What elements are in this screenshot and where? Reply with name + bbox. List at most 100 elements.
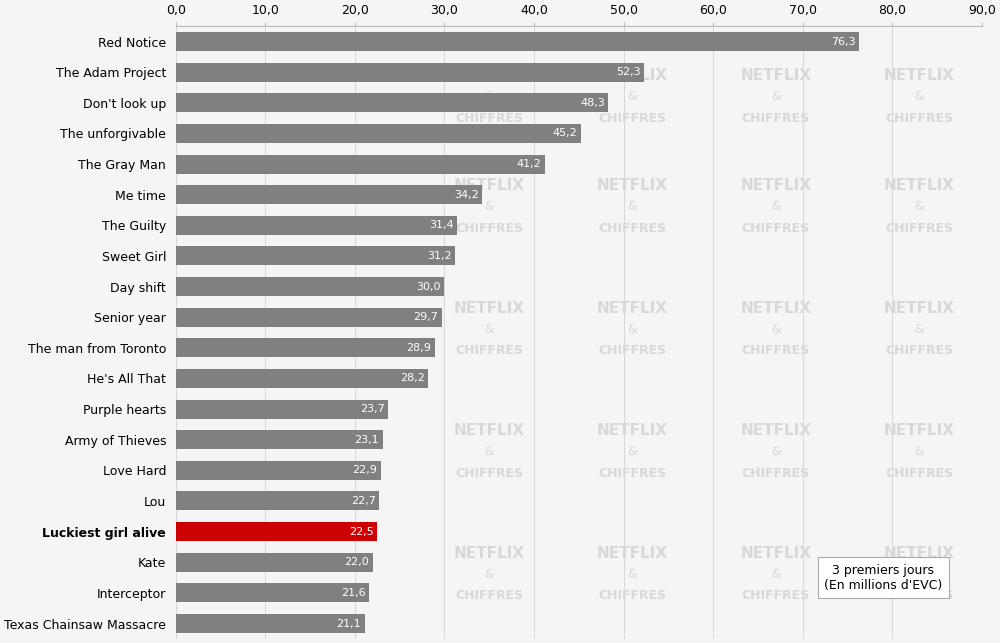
Text: &: & bbox=[771, 446, 781, 458]
Bar bbox=[176, 522, 377, 541]
Text: 30,0: 30,0 bbox=[416, 282, 441, 291]
Text: CHIFFRES: CHIFFRES bbox=[742, 222, 810, 235]
Bar bbox=[176, 216, 457, 235]
Bar bbox=[176, 369, 428, 388]
Text: NETFLIX: NETFLIX bbox=[884, 68, 955, 83]
Bar bbox=[176, 338, 435, 358]
Text: 23,7: 23,7 bbox=[360, 404, 384, 414]
Text: &: & bbox=[484, 201, 494, 213]
Text: CHIFFRES: CHIFFRES bbox=[885, 112, 953, 125]
Text: &: & bbox=[914, 568, 924, 581]
Text: CHIFFRES: CHIFFRES bbox=[885, 345, 953, 358]
Text: NETFLIX: NETFLIX bbox=[597, 423, 668, 438]
Text: CHIFFRES: CHIFFRES bbox=[742, 590, 810, 602]
Text: NETFLIX: NETFLIX bbox=[740, 545, 811, 561]
Text: CHIFFRES: CHIFFRES bbox=[599, 112, 667, 125]
Text: NETFLIX: NETFLIX bbox=[884, 178, 955, 193]
Text: CHIFFRES: CHIFFRES bbox=[742, 467, 810, 480]
Text: 22,0: 22,0 bbox=[344, 557, 369, 567]
Text: CHIFFRES: CHIFFRES bbox=[455, 222, 523, 235]
Text: &: & bbox=[628, 446, 637, 458]
Text: NETFLIX: NETFLIX bbox=[884, 300, 955, 316]
Text: CHIFFRES: CHIFFRES bbox=[742, 345, 810, 358]
Bar bbox=[176, 277, 444, 296]
Text: NETFLIX: NETFLIX bbox=[454, 545, 525, 561]
Text: NETFLIX: NETFLIX bbox=[884, 545, 955, 561]
Text: NETFLIX: NETFLIX bbox=[740, 68, 811, 83]
Text: CHIFFRES: CHIFFRES bbox=[455, 590, 523, 602]
Text: 21,1: 21,1 bbox=[337, 619, 361, 628]
Bar bbox=[176, 93, 608, 113]
Text: 34,2: 34,2 bbox=[454, 190, 479, 200]
Bar bbox=[176, 32, 859, 51]
Text: NETFLIX: NETFLIX bbox=[454, 178, 525, 193]
Text: &: & bbox=[484, 568, 494, 581]
Bar bbox=[176, 491, 379, 511]
Text: 45,2: 45,2 bbox=[552, 129, 577, 138]
Text: &: & bbox=[771, 201, 781, 213]
Bar bbox=[176, 308, 442, 327]
Text: &: & bbox=[628, 90, 637, 103]
Text: CHIFFRES: CHIFFRES bbox=[599, 467, 667, 480]
Text: &: & bbox=[771, 90, 781, 103]
Text: &: & bbox=[914, 201, 924, 213]
Text: &: & bbox=[628, 568, 637, 581]
Text: &: & bbox=[484, 446, 494, 458]
Text: NETFLIX: NETFLIX bbox=[740, 300, 811, 316]
Text: &: & bbox=[484, 90, 494, 103]
Text: NETFLIX: NETFLIX bbox=[884, 423, 955, 438]
Text: CHIFFRES: CHIFFRES bbox=[455, 467, 523, 480]
Text: 52,3: 52,3 bbox=[616, 67, 641, 77]
Text: CHIFFRES: CHIFFRES bbox=[599, 345, 667, 358]
Text: 3 premiers jours
(En millions d'EVC): 3 premiers jours (En millions d'EVC) bbox=[824, 563, 942, 592]
Text: NETFLIX: NETFLIX bbox=[597, 68, 668, 83]
Text: CHIFFRES: CHIFFRES bbox=[455, 345, 523, 358]
Text: 76,3: 76,3 bbox=[831, 37, 856, 46]
Text: NETFLIX: NETFLIX bbox=[454, 423, 525, 438]
Text: &: & bbox=[914, 323, 924, 336]
Text: 21,6: 21,6 bbox=[341, 588, 366, 598]
Text: NETFLIX: NETFLIX bbox=[597, 545, 668, 561]
Text: CHIFFRES: CHIFFRES bbox=[599, 590, 667, 602]
Bar bbox=[176, 399, 388, 419]
Bar bbox=[176, 614, 365, 633]
Text: NETFLIX: NETFLIX bbox=[740, 178, 811, 193]
Text: NETFLIX: NETFLIX bbox=[454, 68, 525, 83]
Text: 31,4: 31,4 bbox=[429, 221, 453, 230]
Text: 22,9: 22,9 bbox=[352, 466, 377, 475]
Bar bbox=[176, 553, 373, 572]
Bar bbox=[176, 430, 383, 449]
Text: &: & bbox=[914, 446, 924, 458]
Text: &: & bbox=[914, 90, 924, 103]
Text: &: & bbox=[771, 568, 781, 581]
Text: 28,2: 28,2 bbox=[400, 374, 425, 383]
Bar bbox=[176, 154, 545, 174]
Text: CHIFFRES: CHIFFRES bbox=[742, 112, 810, 125]
Bar bbox=[176, 124, 581, 143]
Text: CHIFFRES: CHIFFRES bbox=[599, 222, 667, 235]
Bar bbox=[176, 583, 369, 602]
Text: &: & bbox=[771, 323, 781, 336]
Text: 28,9: 28,9 bbox=[406, 343, 431, 353]
Text: 41,2: 41,2 bbox=[516, 159, 541, 169]
Text: CHIFFRES: CHIFFRES bbox=[455, 112, 523, 125]
Bar bbox=[176, 461, 381, 480]
Bar bbox=[176, 62, 644, 82]
Text: 29,7: 29,7 bbox=[413, 312, 438, 322]
Text: &: & bbox=[628, 201, 637, 213]
Text: NETFLIX: NETFLIX bbox=[454, 300, 525, 316]
Text: 23,1: 23,1 bbox=[354, 435, 379, 445]
Text: 48,3: 48,3 bbox=[580, 98, 605, 108]
Text: NETFLIX: NETFLIX bbox=[740, 423, 811, 438]
Bar bbox=[176, 246, 455, 266]
Text: CHIFFRES: CHIFFRES bbox=[885, 467, 953, 480]
Text: NETFLIX: NETFLIX bbox=[597, 300, 668, 316]
Text: 31,2: 31,2 bbox=[427, 251, 452, 261]
Bar bbox=[176, 185, 482, 204]
Text: 22,5: 22,5 bbox=[349, 527, 374, 537]
Text: &: & bbox=[628, 323, 637, 336]
Text: 22,7: 22,7 bbox=[351, 496, 376, 506]
Text: NETFLIX: NETFLIX bbox=[597, 178, 668, 193]
Text: &: & bbox=[484, 323, 494, 336]
Text: CHIFFRES: CHIFFRES bbox=[885, 590, 953, 602]
